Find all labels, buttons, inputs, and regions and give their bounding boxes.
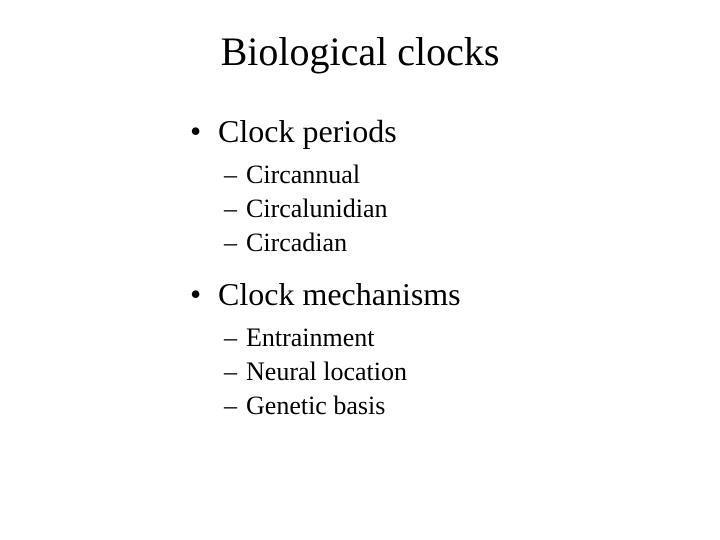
subitem-label: Neural location bbox=[246, 357, 407, 387]
slide: Biological clocks • Clock periods – Circ… bbox=[0, 0, 720, 540]
bullet-clock-periods: • Clock periods bbox=[190, 113, 720, 150]
dash-glyph: – bbox=[224, 391, 246, 421]
subitem-neural-location: – Neural location bbox=[224, 357, 720, 387]
dash-glyph: – bbox=[224, 228, 246, 258]
spacer bbox=[190, 262, 720, 276]
subitem-label: Circadian bbox=[246, 228, 347, 258]
dash-glyph: – bbox=[224, 323, 246, 353]
subitem-entrainment: – Entrainment bbox=[224, 323, 720, 353]
subitem-circannual: – Circannual bbox=[224, 160, 720, 190]
bullet-label: Clock mechanisms bbox=[218, 276, 461, 313]
bullet-label: Clock periods bbox=[218, 113, 397, 150]
slide-content: • Clock periods – Circannual – Circaluni… bbox=[190, 113, 720, 421]
subitem-label: Circannual bbox=[246, 160, 360, 190]
subitem-label: Genetic basis bbox=[246, 391, 385, 421]
bullet-glyph: • bbox=[190, 276, 218, 313]
slide-title: Biological clocks bbox=[0, 28, 720, 75]
dash-glyph: – bbox=[224, 357, 246, 387]
subitem-label: Circalunidian bbox=[246, 194, 388, 224]
dash-glyph: – bbox=[224, 194, 246, 224]
bullet-glyph: • bbox=[190, 113, 218, 150]
dash-glyph: – bbox=[224, 160, 246, 190]
subitem-genetic-basis: – Genetic basis bbox=[224, 391, 720, 421]
subitem-label: Entrainment bbox=[246, 323, 375, 353]
bullet-clock-mechanisms: • Clock mechanisms bbox=[190, 276, 720, 313]
subitem-circalunidian: – Circalunidian bbox=[224, 194, 720, 224]
subitem-circadian: – Circadian bbox=[224, 228, 720, 258]
